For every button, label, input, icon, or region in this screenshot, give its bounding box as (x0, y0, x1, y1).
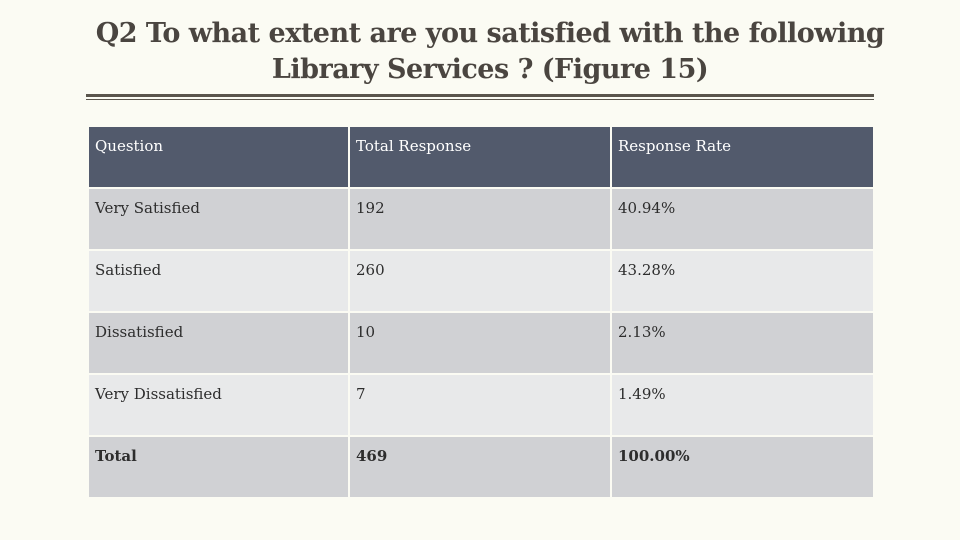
title-divider-thick (86, 94, 874, 97)
cell-response-rate: 2.13% (610, 311, 875, 375)
cell-response-rate: 100.00% (610, 435, 875, 499)
table-header-row: Question Total Response Response Rate (87, 125, 875, 189)
table-total-row: Total 469 100.00% (87, 435, 875, 499)
cell-question: Very Satisfied (87, 187, 350, 251)
table-row: Very Dissatisfied 7 1.49% (87, 373, 875, 437)
cell-total-response: 192 (348, 187, 612, 251)
cell-response-rate: 40.94% (610, 187, 875, 251)
cell-question: Total (87, 435, 350, 499)
header-question: Question (87, 125, 350, 189)
cell-question: Satisfied (87, 249, 350, 313)
cell-total-response: 260 (348, 249, 612, 313)
cell-total-response: 7 (348, 373, 612, 437)
slide-title: Q2 To what extent are you satisfied with… (60, 16, 920, 88)
title-divider-thin (86, 99, 874, 100)
cell-total-response: 10 (348, 311, 612, 375)
table-row: Very Satisfied 192 40.94% (87, 187, 875, 251)
title-line-2: Library Services ? (Figure 15) (271, 54, 709, 85)
satisfaction-table: Question Total Response Response Rate Ve… (87, 125, 875, 499)
header-total-response: Total Response (348, 125, 612, 189)
cell-response-rate: 1.49% (610, 373, 875, 437)
table-row: Dissatisfied 10 2.13% (87, 311, 875, 375)
cell-response-rate: 43.28% (610, 249, 875, 313)
cell-question: Dissatisfied (87, 311, 350, 375)
cell-question: Very Dissatisfied (87, 373, 350, 437)
title-line-1: Q2 To what extent are you satisfied with… (95, 18, 885, 49)
cell-total-response: 469 (348, 435, 612, 499)
table-row: Satisfied 260 43.28% (87, 249, 875, 313)
header-response-rate: Response Rate (610, 125, 875, 189)
